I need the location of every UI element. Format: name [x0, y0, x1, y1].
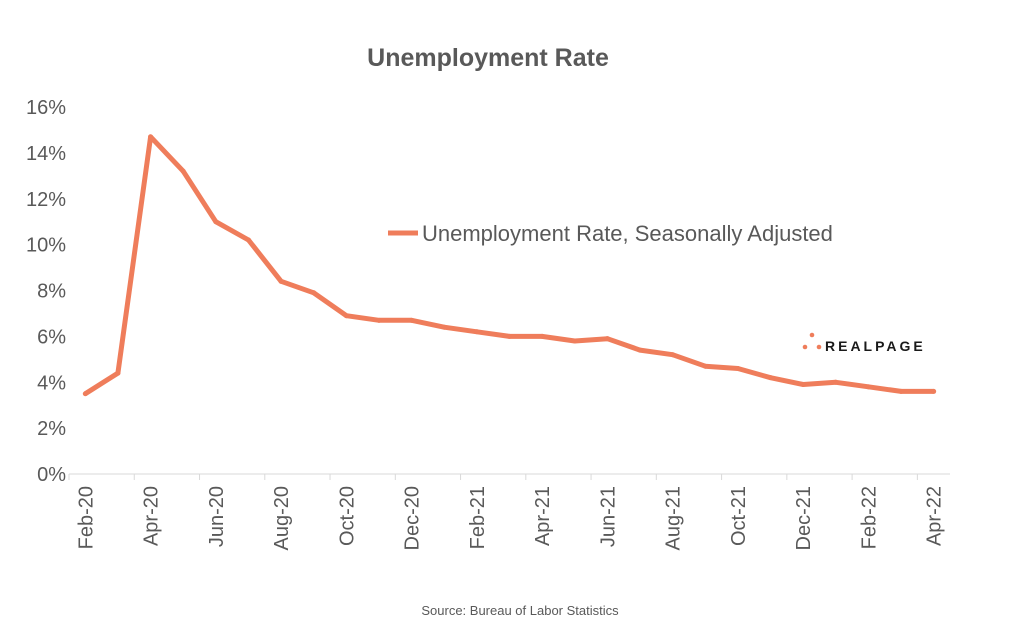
data-point	[441, 324, 447, 330]
data-point	[670, 352, 676, 358]
x-tick-label: Apr-22	[924, 486, 946, 546]
y-tick-label: 0%	[37, 464, 66, 486]
y-tick-label: 8%	[37, 281, 66, 303]
y-tick-label: 14%	[26, 143, 66, 165]
x-tick-label: Feb-21	[467, 486, 489, 549]
chart-title: Unemployment Rate	[367, 44, 609, 72]
legend: Unemployment Rate, Seasonally Adjusted	[388, 221, 833, 246]
x-tick-label: Feb-22	[858, 486, 880, 549]
data-point	[311, 290, 317, 296]
logo-text: REALPAGE	[825, 338, 926, 354]
data-point	[343, 313, 349, 319]
y-tick-label: 6%	[37, 326, 66, 348]
y-tick-label: 2%	[37, 418, 66, 440]
y-tick-label: 16%	[26, 97, 66, 119]
data-point	[245, 237, 251, 243]
series-points	[82, 134, 937, 397]
data-point	[507, 333, 512, 339]
data-point	[213, 219, 219, 225]
x-tick-label: Apr-21	[532, 486, 554, 546]
data-point	[474, 329, 480, 335]
data-point	[800, 382, 806, 388]
data-point	[702, 363, 708, 369]
x-tick-label: Dec-20	[402, 486, 424, 550]
y-tick-label: 12%	[26, 189, 66, 211]
x-tick-label: Aug-20	[271, 486, 293, 551]
x-tick-label: Jun-20	[206, 486, 228, 547]
data-point	[931, 388, 937, 394]
data-point	[637, 347, 643, 353]
data-point	[833, 379, 839, 385]
series-line-unemployment-rate	[83, 134, 934, 396]
x-axis-ticks	[68, 474, 918, 480]
data-point	[278, 278, 284, 284]
x-tick-label: Jun-21	[597, 486, 619, 547]
data-point	[604, 336, 610, 342]
data-point	[82, 391, 88, 397]
data-point	[865, 384, 871, 390]
x-tick-label: Oct-20	[336, 486, 358, 546]
y-axis-ticks: 0% 2% 4% 6% 8% 10% 12% 14% 16%	[26, 97, 66, 486]
data-point	[898, 388, 904, 394]
data-point	[572, 338, 578, 344]
data-point	[376, 317, 382, 323]
source-note: Source: Bureau of Labor Statistics	[421, 603, 619, 618]
data-point	[180, 168, 186, 174]
y-tick-label: 10%	[26, 235, 66, 257]
data-point	[768, 375, 774, 381]
x-tick-label: Dec-21	[793, 486, 815, 550]
x-tick-label: Oct-21	[728, 486, 750, 546]
data-point	[148, 134, 154, 140]
data-point	[115, 370, 121, 376]
data-point	[409, 317, 415, 323]
x-axis-labels: Feb-20 Apr-20 Jun-20 Aug-20 Oct-20 Dec-20 Feb-…	[75, 486, 945, 551]
y-tick-label: 4%	[37, 372, 66, 394]
x-tick-label: Aug-21	[663, 486, 685, 551]
x-tick-label: Feb-20	[75, 486, 97, 549]
data-point	[735, 365, 741, 371]
legend-label: Unemployment Rate, Seasonally Adjusted	[422, 221, 833, 246]
x-tick-label: Apr-20	[141, 486, 163, 546]
realpage-logo: REALPAGE	[802, 332, 926, 354]
dot-triangle-logo-icon	[802, 332, 822, 350]
data-point	[539, 333, 545, 339]
